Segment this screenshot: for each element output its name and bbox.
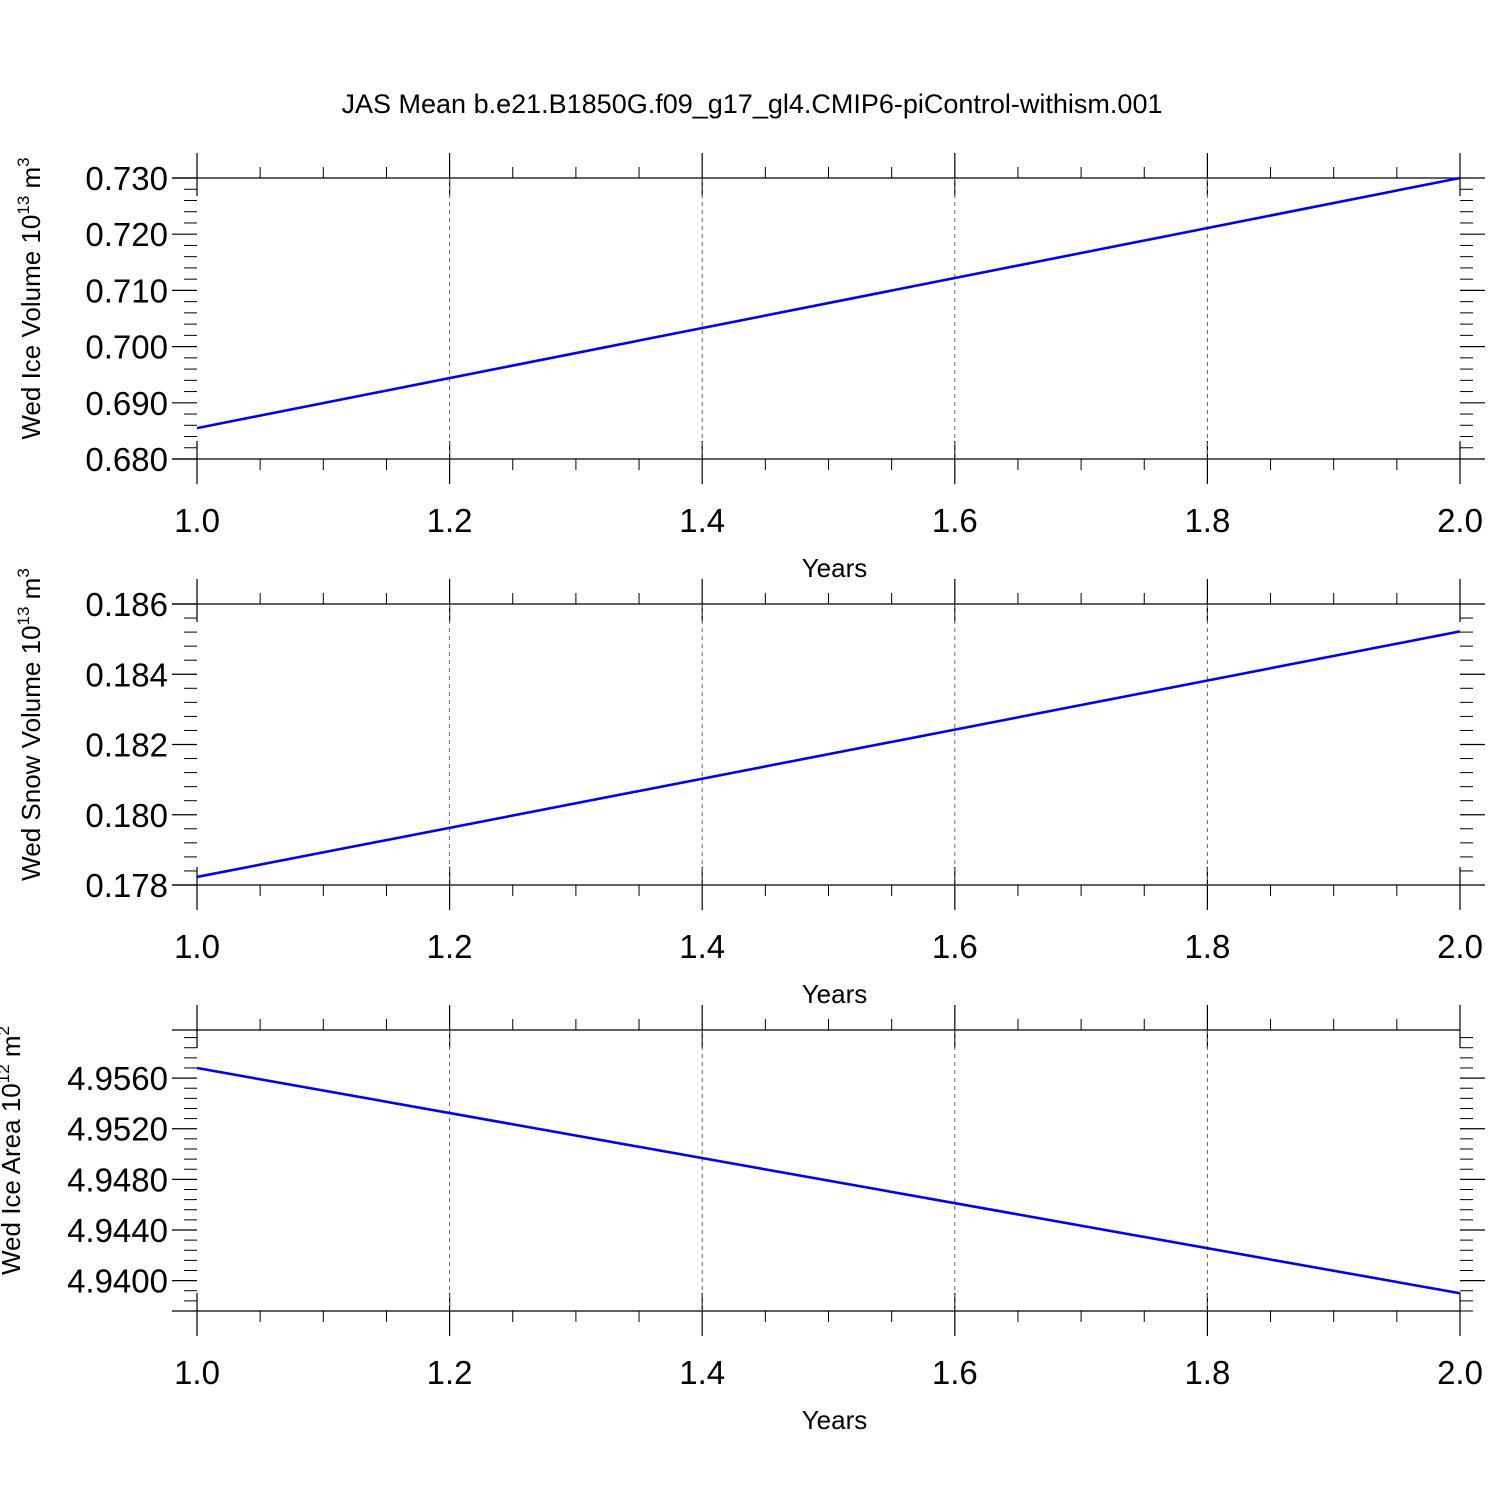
y-tick-label: 0.710 xyxy=(85,272,168,309)
y-axis-title: Wed Snow Volume 1013 m3 xyxy=(14,568,46,881)
panels: 1.0 1.2 1.4 1.6 1.8 2.0 0.680 0.690 0.700 0.710 0.… xyxy=(0,153,1485,1435)
y-tick-label: 0.690 xyxy=(85,385,168,422)
y-axis-title: Wed Ice Area 1012 m2 xyxy=(0,1026,26,1275)
x-tick-label: 1.8 xyxy=(1184,928,1230,965)
x-axis-title: Years xyxy=(802,553,868,583)
panel-2: 1.0 1.2 1.4 1.6 1.8 2.0 0.178 0.180 0.182 0.184 0.… xyxy=(14,568,1485,1009)
y-tick-label: 4.9520 xyxy=(67,1111,168,1148)
x-tick-label: 2.0 xyxy=(1437,928,1483,965)
y-axis-title-text: Wed Ice Volume 10 xyxy=(16,215,46,440)
x-tick-label: 2.0 xyxy=(1437,502,1483,539)
x-tick-label: 1.0 xyxy=(174,1354,220,1391)
x-tick-label: 1.6 xyxy=(932,928,978,965)
x-tick-label: 1.2 xyxy=(427,502,473,539)
x-tick-label: 1.6 xyxy=(932,502,978,539)
x-tick-label: 1.2 xyxy=(427,1354,473,1391)
panel-3: 1.0 1.2 1.4 1.6 1.8 2.0 4.9400 4.9440 4.9480 4.95… xyxy=(0,1005,1485,1435)
x-tick-label: 1.4 xyxy=(679,1354,725,1391)
y-axis-title-exponent: 13 xyxy=(14,607,33,626)
x-axis-title: Years xyxy=(802,1405,868,1435)
y-tick-label: 4.9560 xyxy=(67,1060,168,1097)
x-tick-label: 1.0 xyxy=(174,928,220,965)
x-tick-label: 1.8 xyxy=(1184,502,1230,539)
series-line xyxy=(196,630,1461,879)
panel-1: 1.0 1.2 1.4 1.6 1.8 2.0 0.680 0.690 0.700 0.710 0.… xyxy=(14,153,1485,583)
x-tick-label: 2.0 xyxy=(1437,1354,1483,1391)
figure-title: JAS Mean b.e21.B1850G.f09_g17_gl4.CMIP6-… xyxy=(342,89,1163,119)
y-tick-label: 4.9440 xyxy=(67,1212,168,1249)
y-axis-title-unit: m xyxy=(0,1035,26,1064)
y-tick-label: 0.680 xyxy=(85,441,168,478)
y-axis-title-unit-exponent: 3 xyxy=(14,157,33,166)
y-axis-title-exponent: 12 xyxy=(0,1064,13,1083)
y-axis-title-unit: m xyxy=(16,167,46,196)
y-tick-label: 0.182 xyxy=(85,727,168,764)
series-line xyxy=(196,1066,1461,1295)
y-axis-title-exponent: 13 xyxy=(14,196,33,215)
y-tick-label: 0.730 xyxy=(85,160,168,197)
x-tick-label: 1.2 xyxy=(427,928,473,965)
x-tick-label: 1.6 xyxy=(932,1354,978,1391)
x-axis-title: Years xyxy=(802,979,868,1009)
y-tick-label: 0.180 xyxy=(85,797,168,834)
x-tick-label: 1.0 xyxy=(174,502,220,539)
x-tick-label: 1.4 xyxy=(679,928,725,965)
y-axis-title: Wed Ice Volume 1013 m3 xyxy=(14,157,46,439)
y-tick-label: 0.186 xyxy=(85,586,168,623)
y-tick-label: 4.9400 xyxy=(67,1263,168,1300)
y-tick-label: 0.700 xyxy=(85,329,168,366)
y-tick-label: 4.9480 xyxy=(67,1161,168,1198)
y-axis-title-text: Wed Snow Volume 10 xyxy=(16,625,46,880)
y-axis-title-text: Wed Ice Area 10 xyxy=(0,1083,26,1275)
y-axis-title-unit: m xyxy=(16,578,46,607)
y-axis-title-unit-exponent: 3 xyxy=(14,568,33,577)
y-tick-label: 0.178 xyxy=(85,867,168,904)
y-tick-label: 0.720 xyxy=(85,216,168,253)
y-tick-label: 0.184 xyxy=(85,656,168,693)
series-line xyxy=(196,176,1461,430)
y-axis-title-unit-exponent: 2 xyxy=(0,1026,13,1035)
x-tick-label: 1.4 xyxy=(679,502,725,539)
x-tick-label: 1.8 xyxy=(1184,1354,1230,1391)
